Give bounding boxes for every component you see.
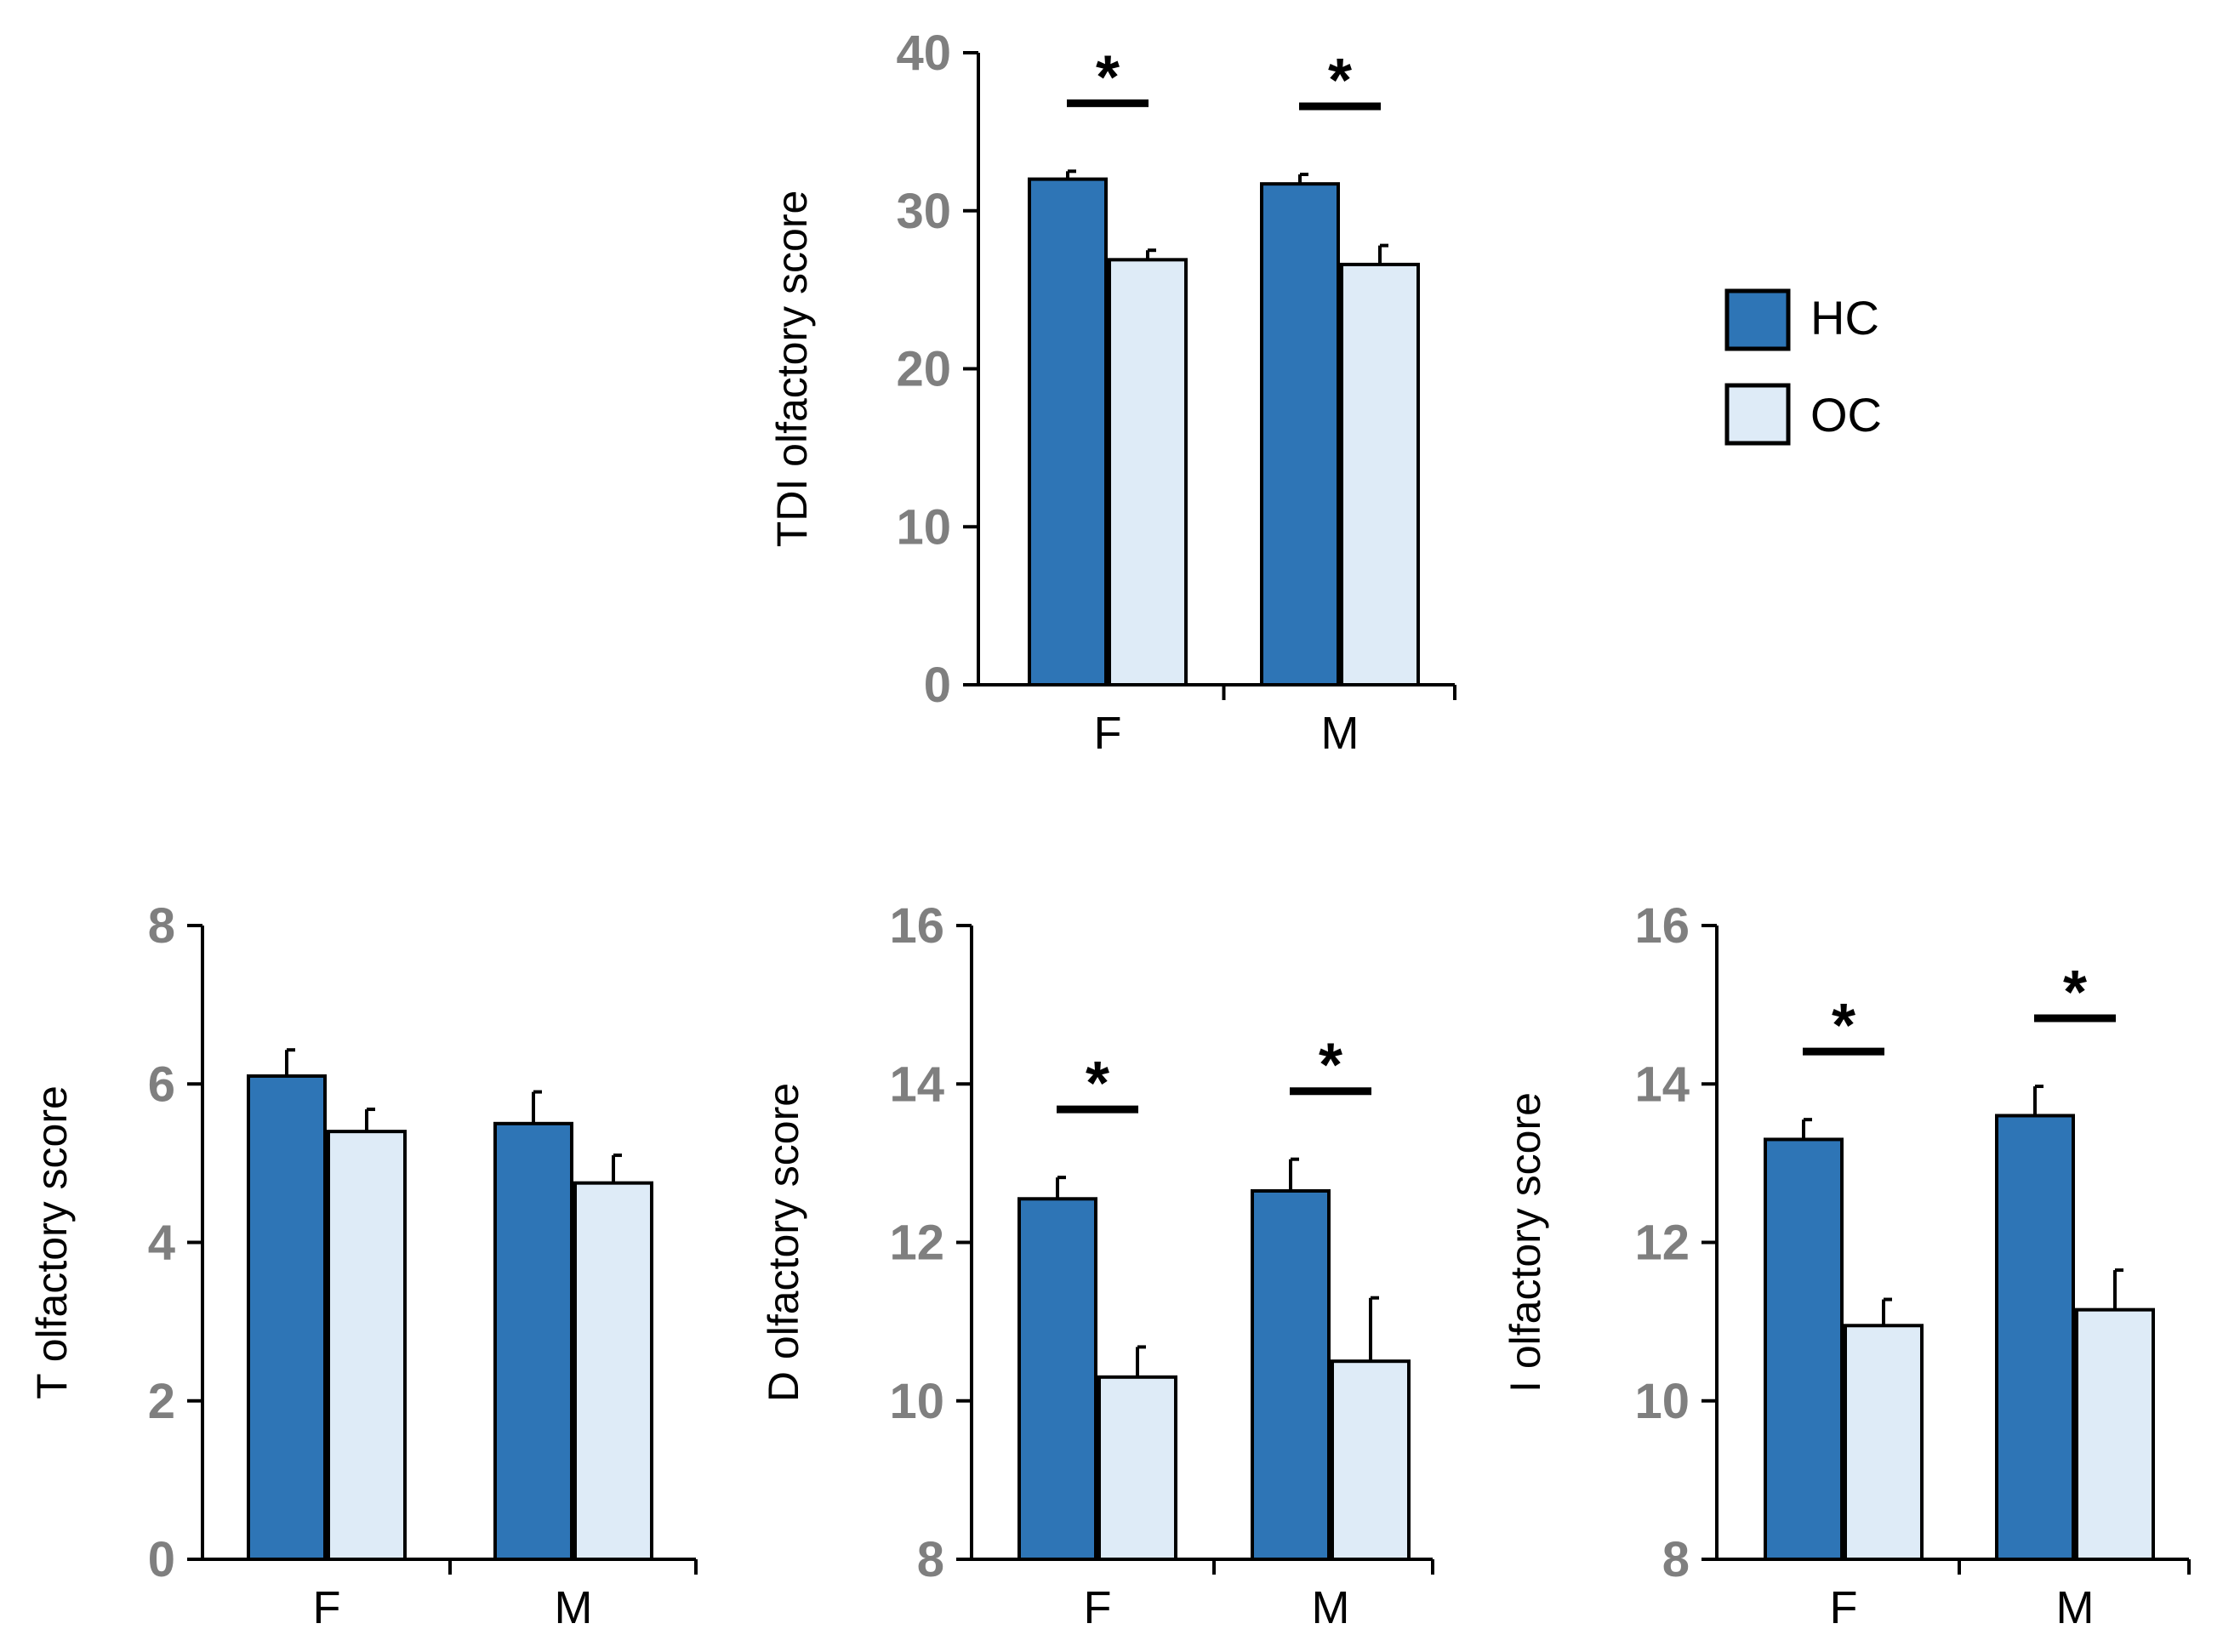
y-tick-label: 20: [896, 342, 951, 397]
y-tick-label: 8: [917, 1532, 944, 1587]
y-axis-title: D olfactory score: [760, 1083, 807, 1402]
y-tick-label: 10: [1634, 1374, 1690, 1429]
bar-hc-m: [1252, 1191, 1329, 1559]
bar-oc-f: [1109, 259, 1186, 685]
y-tick-label: 10: [896, 499, 951, 555]
x-category-label: M: [2056, 1582, 2095, 1633]
bar-oc-m: [2077, 1310, 2153, 1559]
significance-star: *: [1832, 992, 1855, 1060]
y-tick-label: 2: [148, 1374, 175, 1429]
bar-hc-f: [1029, 179, 1106, 685]
y-tick-label: 16: [1634, 898, 1690, 954]
y-tick-label: 0: [924, 658, 951, 713]
legend: HC OC: [1727, 291, 1882, 443]
bar-hc-m: [1262, 184, 1338, 685]
y-tick-label: 12: [1634, 1216, 1690, 1271]
x-category-label: F: [1094, 708, 1122, 759]
bar-oc-m: [1342, 265, 1418, 685]
y-tick-label: 16: [889, 898, 944, 954]
chart-tdi: 0 10 20 30 40 TDI olfactory score F * M *: [768, 26, 1455, 759]
y-tick-label: 10: [889, 1374, 944, 1429]
significance-star: *: [2063, 959, 2087, 1027]
y-axis-title: I olfactory score: [1502, 1092, 1549, 1393]
y-tick-label: 40: [896, 26, 951, 81]
legend-label-oc: OC: [1810, 388, 1882, 441]
significance-star: *: [1319, 1032, 1342, 1100]
y-tick-label: 8: [148, 898, 175, 954]
bar-hc-f: [248, 1076, 325, 1559]
significance-star: *: [1328, 47, 1352, 115]
bar-oc-m: [1332, 1361, 1409, 1559]
y-axis-title: T olfactory score: [28, 1085, 76, 1399]
bar-oc-f: [1845, 1325, 1922, 1559]
chart-d: 8 10 12 14 16 D olfactory score F * M *: [760, 898, 1433, 1633]
x-category-label: F: [1830, 1582, 1858, 1633]
legend-swatch-hc: [1727, 291, 1788, 349]
bar-hc-m: [495, 1124, 572, 1559]
y-tick-label: 4: [148, 1216, 175, 1271]
x-category-label: M: [555, 1582, 593, 1633]
bar-oc-f: [1099, 1377, 1176, 1559]
bar-oc-m: [575, 1183, 652, 1559]
y-tick-label: 30: [896, 184, 951, 239]
legend-label-hc: HC: [1810, 291, 1879, 345]
x-category-label: F: [313, 1582, 341, 1633]
y-tick-label: 6: [148, 1057, 175, 1112]
significance-star: *: [1086, 1050, 1109, 1118]
y-tick-label: 12: [889, 1216, 944, 1271]
bar-hc-f: [1765, 1139, 1842, 1559]
y-tick-label: 14: [1634, 1057, 1690, 1112]
bar-oc-f: [328, 1131, 405, 1559]
legend-swatch-oc: [1727, 385, 1788, 443]
x-category-label: F: [1084, 1582, 1112, 1633]
bar-hc-f: [1019, 1199, 1096, 1559]
bar-hc-m: [1997, 1116, 2073, 1560]
chart-t: 0 2 4 6 8 T olfactory score F M: [28, 898, 696, 1633]
chart-i: 8 10 12 14 16 I olfactory score F * M *: [1502, 898, 2189, 1633]
significance-star: *: [1096, 43, 1120, 111]
y-axis-title: TDI olfactory score: [768, 191, 816, 548]
y-tick-label: 14: [889, 1057, 944, 1112]
figure-canvas: 0 10 20 30 40 TDI olfactory score F * M * 0 2 4 6 8 T …: [0, 0, 2223, 1652]
y-tick-label: 8: [1662, 1532, 1690, 1587]
y-tick-label: 0: [148, 1532, 175, 1587]
x-category-label: M: [1312, 1582, 1350, 1633]
x-category-label: M: [1321, 708, 1359, 759]
